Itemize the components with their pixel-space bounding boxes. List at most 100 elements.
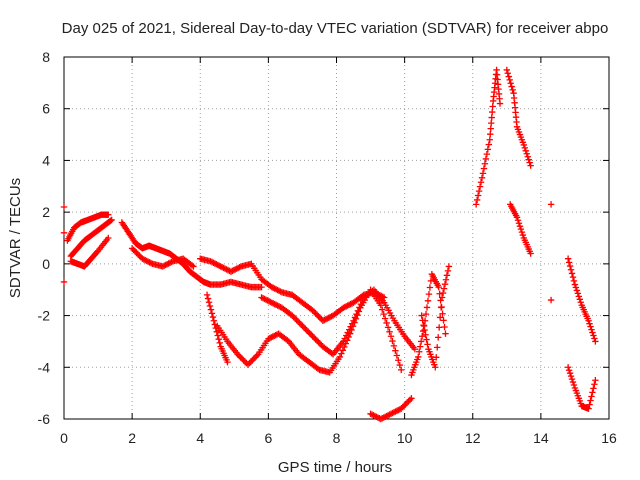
- data-point: [315, 313, 322, 320]
- data-point: [515, 220, 523, 227]
- data-point: [408, 395, 415, 402]
- data-point: [105, 234, 112, 242]
- data-point: [387, 410, 395, 418]
- data-point: [473, 196, 481, 204]
- data-point: [379, 415, 386, 422]
- data-point: [146, 259, 153, 266]
- data-point: [589, 389, 596, 396]
- data-point: [565, 259, 573, 266]
- data-point: [142, 256, 149, 264]
- data-point: [216, 339, 223, 347]
- data-point: [168, 258, 175, 266]
- x-tick-label: 0: [60, 430, 68, 446]
- data-point: [214, 261, 221, 269]
- data-point: [213, 328, 220, 336]
- data-point: [411, 345, 419, 353]
- data-point: [310, 308, 318, 316]
- data-point: [389, 337, 396, 345]
- x-axis: 0 2 4 6 8 10 12 14 16: [60, 57, 617, 446]
- data-point: [481, 160, 489, 167]
- x-tick-label: 12: [465, 430, 481, 446]
- data-point: [508, 83, 515, 90]
- data-point: [527, 162, 534, 169]
- data-point: [571, 281, 579, 288]
- data-point: [406, 396, 414, 403]
- x-tick-label: 14: [533, 430, 549, 446]
- data-point: [235, 264, 242, 272]
- data-point: [105, 211, 112, 218]
- data-point: [547, 296, 555, 304]
- y-tick-label: -4: [38, 359, 51, 375]
- data-point: [367, 410, 374, 418]
- data-point: [131, 248, 139, 255]
- x-tick-label: 10: [397, 430, 413, 446]
- data-point: [306, 330, 313, 337]
- data-point: [386, 411, 393, 418]
- data-point: [585, 317, 592, 324]
- data-point: [307, 331, 315, 338]
- data-point: [220, 264, 227, 272]
- data-point: [587, 323, 594, 330]
- data-point: [577, 299, 584, 306]
- data-point: [488, 119, 495, 127]
- data-point: [566, 262, 574, 270]
- data-point: [387, 333, 395, 340]
- data-point: [206, 302, 214, 310]
- data-point: [586, 401, 593, 408]
- data-point: [506, 76, 513, 84]
- data-point: [234, 351, 241, 358]
- data-point: [576, 296, 584, 303]
- data-point: [352, 315, 360, 323]
- data-point: [480, 165, 488, 172]
- series-early-lower: [67, 234, 112, 270]
- data-point: [527, 250, 534, 257]
- data-point: [162, 261, 169, 269]
- data-point: [345, 301, 353, 309]
- data-point: [267, 298, 274, 306]
- data-point: [107, 217, 114, 224]
- data-point: [265, 297, 273, 305]
- data-point: [427, 277, 435, 285]
- data-point: [297, 321, 305, 328]
- data-point: [342, 340, 349, 347]
- data-point: [271, 285, 278, 292]
- series-isolated: [60, 203, 68, 286]
- data-point: [488, 114, 495, 121]
- data-point: [249, 357, 256, 364]
- data-point: [300, 324, 308, 331]
- data-point: [496, 100, 504, 107]
- y-tick-label: 6: [42, 101, 50, 117]
- data-point: [586, 320, 593, 327]
- data-point: [289, 312, 296, 319]
- data-point: [266, 334, 274, 342]
- data-point: [324, 315, 331, 322]
- data-point: [396, 361, 403, 369]
- series-drop13: [507, 201, 534, 257]
- data-point: [139, 255, 146, 262]
- data-point: [438, 294, 446, 301]
- data-point: [389, 409, 396, 417]
- data-point: [305, 328, 312, 336]
- series-lower-arc: [214, 286, 405, 376]
- data-point: [526, 159, 533, 166]
- data-point: [573, 287, 581, 294]
- y-tick-label: 2: [42, 204, 50, 220]
- data-point: [377, 415, 384, 423]
- series-early-upper: [64, 211, 112, 244]
- data-point: [328, 350, 335, 357]
- data-point: [420, 321, 427, 329]
- data-point: [274, 286, 281, 294]
- data-point: [309, 333, 316, 340]
- data-point: [476, 183, 484, 190]
- data-point: [418, 333, 426, 340]
- data-point: [221, 265, 229, 272]
- series-late-low: [564, 364, 599, 412]
- data-point: [247, 358, 255, 365]
- data-point: [223, 266, 230, 273]
- data-point: [439, 289, 447, 297]
- data-point: [246, 360, 253, 367]
- data-point: [270, 284, 277, 292]
- data-point: [479, 170, 487, 177]
- data-point: [400, 402, 408, 409]
- data-point: [250, 355, 257, 362]
